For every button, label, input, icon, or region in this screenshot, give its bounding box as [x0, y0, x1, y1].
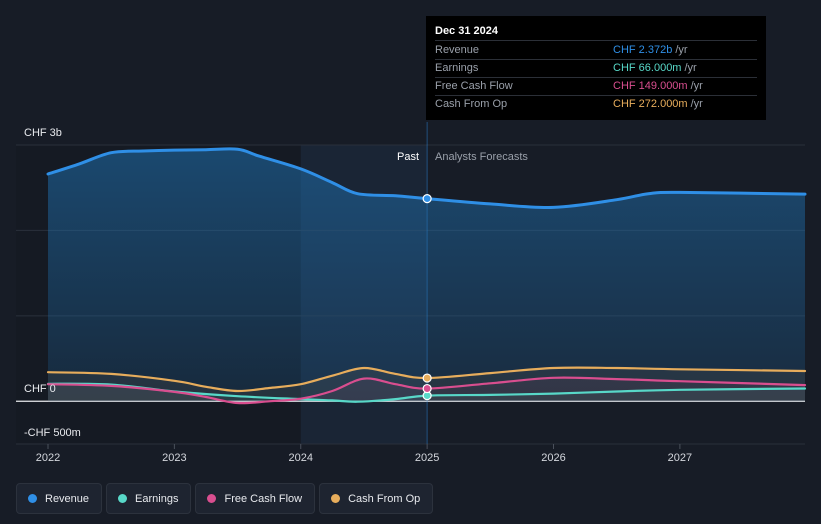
tooltip-row-cash-from-op: Cash From Op CHF 272.000m /yr [435, 96, 757, 113]
legend-label: Cash From Op [348, 492, 421, 505]
legend-label: Free Cash Flow [224, 492, 303, 505]
legend: Revenue Earnings Free Cash Flow Cash Fro… [16, 483, 434, 514]
revenue-area [48, 148, 805, 402]
x-tick-label: 2024 [289, 452, 313, 464]
tooltip-value: CHF 272.000m [613, 98, 688, 110]
free-cash-flow-dot-icon [207, 494, 217, 503]
cash-from-op-line [46, 366, 807, 393]
legend-item-earnings[interactable]: Earnings [106, 483, 192, 514]
free-cash-flow-line [46, 376, 807, 405]
x-tick-label: 2023 [162, 452, 186, 464]
tooltip-value: CHF 149.000m [613, 80, 688, 92]
y-label-bottom: -CHF 500m [24, 427, 81, 439]
tooltip-unit: /yr [690, 98, 703, 110]
x-tick-label: 2026 [541, 452, 565, 464]
revenue-marker [422, 194, 432, 204]
tooltip-unit: /yr [690, 80, 703, 92]
tooltip-name: Free Cash Flow [435, 80, 513, 92]
x-tick-label: 2027 [668, 452, 692, 464]
cash-from-op-marker [422, 373, 432, 383]
x-tick-label: 2022 [36, 452, 60, 464]
revenue-dot-icon [28, 494, 37, 503]
tooltip-row-free-cash-flow: Free Cash Flow CHF 149.000m /yr [435, 78, 757, 96]
tooltip-value: CHF 2.372b [613, 44, 673, 56]
revenue-line [46, 147, 807, 210]
legend-item-free-cash-flow[interactable]: Free Cash Flow [195, 483, 316, 514]
tooltip-name: Earnings [435, 62, 479, 74]
forecast-label: Analysts Forecasts [435, 151, 528, 163]
tooltip-name: Revenue [435, 44, 480, 56]
legend-label: Earnings [135, 492, 179, 505]
tooltip: Dec 31 2024 Revenue CHF 2.372b /yr Earni… [426, 16, 766, 120]
legend-item-revenue[interactable]: Revenue [16, 483, 103, 514]
legend-label: Revenue [45, 492, 90, 505]
tooltip-value: CHF 66.000m [613, 62, 682, 74]
tooltip-name: Cash From Op [435, 98, 508, 110]
tooltip-date: Dec 31 2024 [435, 24, 757, 41]
free-cash-flow-marker [422, 383, 432, 394]
tooltip-row-revenue: Revenue CHF 2.372b /yr [435, 42, 757, 60]
y-label-top: CHF 3b [24, 127, 62, 139]
legend-item-cash-from-op[interactable]: Cash From Op [319, 483, 434, 514]
past-label: Past [397, 151, 419, 163]
earnings-dot-icon [118, 494, 128, 503]
x-tick-label: 2025 [415, 452, 439, 464]
tooltip-unit: /yr [675, 44, 688, 56]
cash-from-op-dot-icon [331, 494, 341, 503]
tooltip-unit: /yr [684, 62, 697, 74]
tooltip-row-earnings: Earnings CHF 66.000m /yr [435, 60, 757, 78]
y-label-zero: CHF 0 [24, 383, 56, 395]
